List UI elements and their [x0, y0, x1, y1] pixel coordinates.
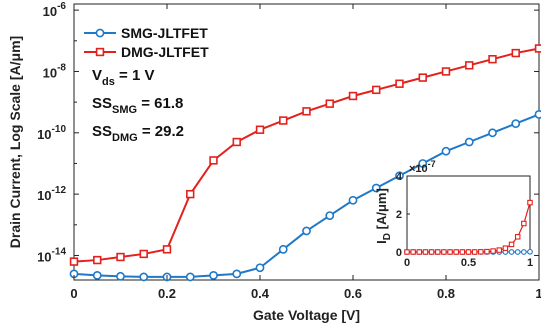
inset-data-point-dmg	[404, 249, 410, 255]
data-point-dmg	[69, 257, 79, 266]
data-point-dmg	[488, 54, 497, 64]
data-point-smg	[209, 270, 218, 280]
data-point-dmg	[232, 137, 241, 147]
inset-data-point-dmg	[447, 249, 453, 255]
legend: SMG-JLTFET DMG-JLTFET	[84, 25, 209, 60]
inset-data-point-smg	[520, 249, 527, 255]
data-point-smg	[441, 146, 451, 156]
data-point-smg	[488, 128, 497, 138]
data-point-smg	[232, 269, 242, 279]
inset-data-point-dmg	[459, 249, 466, 255]
inset-x-tick-label: 1	[527, 257, 533, 269]
data-point-dmg	[395, 79, 404, 88]
inset-data-point-dmg	[416, 249, 423, 255]
inset-data-point-dmg	[502, 245, 509, 251]
inset-data-point-dmg	[521, 220, 527, 227]
x-tick-label: 0	[70, 286, 77, 301]
data-point-smg	[139, 272, 149, 282]
inset-data-point-dmg	[465, 249, 472, 255]
data-point-smg	[325, 211, 335, 220]
data-point-dmg	[302, 107, 311, 116]
data-point-smg	[185, 272, 195, 282]
legend-marker	[95, 47, 105, 57]
inset-data-point-dmg	[434, 249, 441, 255]
data-point-dmg	[279, 116, 288, 125]
data-point-dmg	[511, 48, 520, 58]
data-point-smg	[255, 263, 265, 273]
data-point-dmg	[139, 249, 148, 259]
inset-data-point-smg	[527, 248, 533, 255]
inset-chart: 0 0.5 1 0 2 4 ×10-7 ID [A/μm]	[374, 159, 533, 269]
inset-data-point-dmg	[496, 247, 502, 253]
data-point-dmg	[418, 73, 427, 82]
x-tick-label: 0.6	[344, 286, 362, 301]
data-point-dmg	[325, 99, 334, 108]
inset-x-tick-label: 0.5	[461, 257, 476, 269]
inset-data-point-dmg	[471, 249, 478, 255]
data-point-dmg	[116, 252, 125, 262]
main-plot-area	[73, 3, 540, 281]
inset-data-point-dmg	[478, 249, 484, 255]
data-point-smg	[511, 119, 521, 128]
inset-multiplier: ×10-7	[409, 159, 436, 175]
inset-data-point-smg	[514, 249, 521, 255]
x-tick-label: 0.8	[437, 286, 455, 301]
data-point-smg	[302, 226, 311, 236]
y-axis-label: Drain Current, Log Scale [A/μm]	[7, 36, 23, 248]
y-tick-label: 10-10	[37, 124, 66, 142]
legend-marker	[95, 28, 105, 38]
data-point-dmg	[372, 85, 381, 95]
data-point-dmg	[348, 91, 358, 101]
y-tick-label: 10-6	[43, 1, 67, 19]
data-point-smg	[92, 270, 102, 280]
data-point-dmg	[465, 61, 474, 70]
inset-data-point-dmg	[514, 234, 521, 240]
inset-data-point-dmg	[527, 199, 533, 206]
inset-data-point-smg	[508, 249, 515, 255]
data-point-smg	[116, 271, 125, 281]
x-tick-label: 0.4	[251, 286, 270, 301]
inset-y-tick-label: 4	[396, 171, 403, 183]
data-point-dmg	[186, 189, 195, 199]
data-point-dmg	[162, 245, 172, 254]
data-point-dmg	[441, 67, 451, 76]
data-point-smg	[348, 195, 358, 205]
x-axis-label: Gate Voltage [V]	[253, 307, 360, 323]
x-tick-label: 0.2	[158, 286, 176, 301]
data-point-smg	[371, 183, 381, 193]
inset-y-axis-label: ID [A/μm]	[374, 188, 393, 244]
y-tick-label: 10-14	[37, 246, 66, 264]
annotation-ss-smg: SSSMG = 61.8	[92, 95, 183, 116]
data-point-dmg	[534, 44, 541, 53]
data-point-smg	[464, 137, 474, 147]
inset-data-point-dmg	[428, 249, 435, 255]
inset-plot-area	[406, 175, 531, 253]
inset-y-tick-label: 0	[396, 247, 402, 259]
inset-data-point-dmg	[484, 248, 490, 255]
inset-data-point-dmg	[508, 241, 515, 248]
legend-label: DMG-JLTFET	[121, 44, 209, 60]
inset-data-point-dmg	[410, 249, 416, 255]
data-point-dmg	[255, 125, 265, 134]
x-tick-label: 1	[535, 286, 541, 301]
annotations: Vds = 1 V SSSMG = 61.8 SSDMG = 29.2	[92, 67, 184, 144]
legend-label: SMG-JLTFET	[121, 25, 208, 41]
inset-data-point-dmg	[490, 248, 496, 254]
inset-y-tick-label: 2	[396, 209, 402, 221]
inset-data-point-dmg	[422, 249, 429, 255]
inset-data-point-dmg	[453, 249, 459, 255]
y-tick-label: 10-12	[37, 185, 66, 203]
annotation-vds: Vds = 1 V	[92, 67, 154, 88]
inset-x-tick-label: 0	[404, 257, 410, 269]
inset-data-point-dmg	[441, 249, 447, 255]
data-point-smg	[395, 171, 404, 181]
y-tick-label: 10-8	[43, 62, 67, 80]
data-point-dmg	[93, 255, 102, 265]
data-point-smg	[534, 110, 541, 119]
data-point-smg	[278, 244, 288, 254]
data-point-smg	[418, 159, 428, 168]
annotation-ss-dmg: SSDMG = 29.2	[92, 123, 184, 144]
data-point-dmg	[209, 156, 218, 165]
